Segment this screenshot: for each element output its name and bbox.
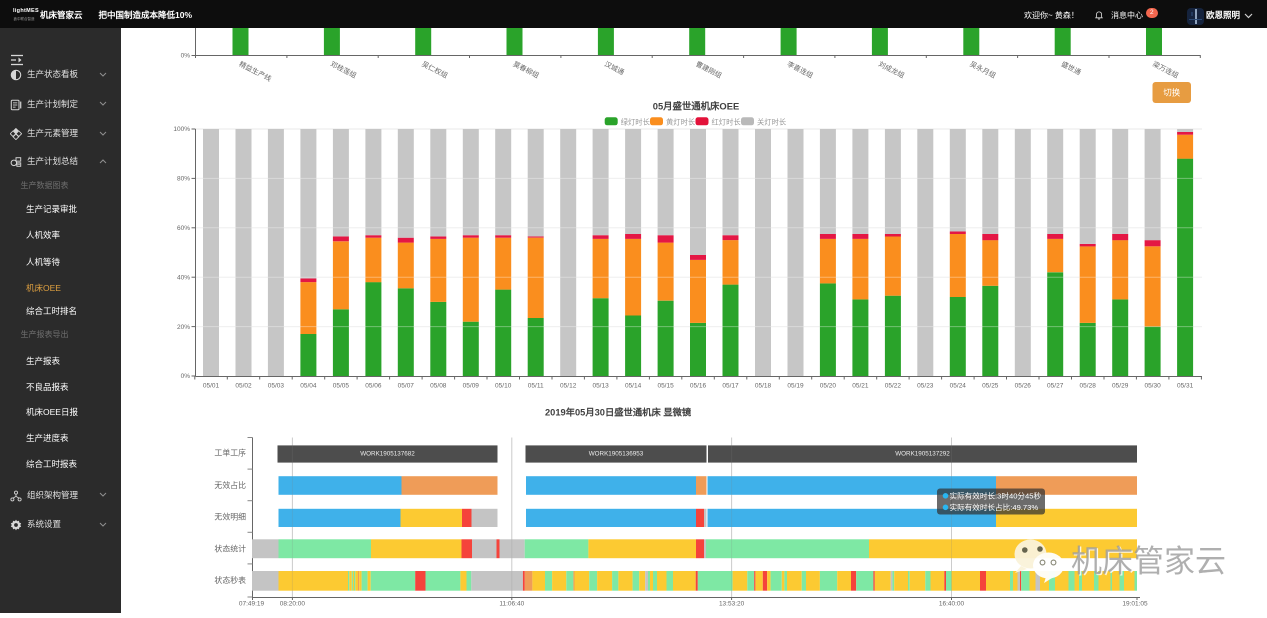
svg-text:05/09: 05/09 bbox=[463, 382, 480, 389]
svg-text:吴仁权组: 吴仁权组 bbox=[420, 59, 449, 80]
svg-text:05/25: 05/25 bbox=[982, 382, 999, 389]
svg-text:WORK1905137682: WORK1905137682 bbox=[360, 451, 415, 458]
svg-text:WORK1905137292: WORK1905137292 bbox=[895, 451, 950, 458]
svg-text:WORK1905136953: WORK1905136953 bbox=[589, 451, 644, 458]
svg-text:工单工序: 工单工序 bbox=[214, 448, 246, 458]
svg-text:05/18: 05/18 bbox=[755, 382, 772, 389]
svg-text:05/17: 05/17 bbox=[722, 382, 739, 389]
svg-text:16:40:00: 16:40:00 bbox=[939, 601, 965, 608]
svg-text:2019年05月30日盛世通机床 显微镜: 2019年05月30日盛世通机床 显微镜 bbox=[545, 407, 692, 418]
svg-text:状态秒表: 状态秒表 bbox=[214, 575, 246, 585]
svg-text:吴永月组: 吴永月组 bbox=[968, 59, 997, 80]
svg-text:05/22: 05/22 bbox=[885, 382, 902, 389]
svg-text:05/03: 05/03 bbox=[268, 382, 285, 389]
svg-text:05/24: 05/24 bbox=[950, 382, 967, 389]
svg-text:切换: 切换 bbox=[1163, 88, 1181, 98]
svg-text:40%: 40% bbox=[177, 274, 190, 281]
svg-text:05/29: 05/29 bbox=[1112, 382, 1129, 389]
svg-text:05/10: 05/10 bbox=[495, 382, 512, 389]
svg-text:盛世通: 盛世通 bbox=[1060, 59, 1083, 77]
svg-text:13:53:20: 13:53:20 bbox=[719, 601, 745, 608]
svg-text:100%: 100% bbox=[173, 126, 190, 133]
svg-text:05/27: 05/27 bbox=[1047, 382, 1064, 389]
svg-text:状态统计: 状态统计 bbox=[214, 543, 246, 553]
svg-text:05/07: 05/07 bbox=[398, 382, 415, 389]
svg-text:80%: 80% bbox=[177, 176, 190, 183]
svg-text:05/11: 05/11 bbox=[528, 382, 544, 389]
svg-text:实际有效时长占比:49.73%: 实际有效时长占比:49.73% bbox=[950, 502, 1039, 512]
svg-text:07:49:19: 07:49:19 bbox=[239, 601, 265, 608]
svg-text:08:20:00: 08:20:00 bbox=[280, 601, 306, 608]
svg-text:黄灯时长: 黄灯时长 bbox=[666, 117, 696, 126]
svg-text:梁万连组: 梁万连组 bbox=[1151, 59, 1180, 80]
svg-text:05月盛世通机床OEE: 05月盛世通机床OEE bbox=[653, 101, 739, 112]
svg-text:05/06: 05/06 bbox=[365, 382, 382, 389]
svg-text:05/30: 05/30 bbox=[1144, 382, 1161, 389]
svg-text:0%: 0% bbox=[181, 373, 191, 380]
svg-text:05/12: 05/12 bbox=[560, 382, 577, 389]
svg-text:实际有效时长:3时40分45秒: 实际有效时长:3时40分45秒 bbox=[950, 491, 1042, 501]
svg-text:精益生产线: 精益生产线 bbox=[238, 59, 273, 83]
svg-text:无效明细: 无效明细 bbox=[214, 512, 246, 522]
svg-text:05/16: 05/16 bbox=[690, 382, 707, 389]
svg-text:曹建刚组: 曹建刚组 bbox=[694, 59, 723, 80]
svg-text:无效占比: 无效占比 bbox=[214, 480, 246, 490]
svg-text:20%: 20% bbox=[177, 324, 190, 331]
svg-text:机床管家云: 机床管家云 bbox=[1071, 544, 1226, 579]
svg-text:05/20: 05/20 bbox=[820, 382, 837, 389]
svg-text:莫春柳组: 莫春柳组 bbox=[512, 59, 541, 80]
svg-text:05/02: 05/02 bbox=[235, 382, 252, 389]
svg-text:机床管家云: 机床管家云 bbox=[1072, 545, 1227, 580]
svg-text:05/28: 05/28 bbox=[1080, 382, 1097, 389]
svg-text:05/05: 05/05 bbox=[333, 382, 350, 389]
svg-text:绿灯时长: 绿灯时长 bbox=[621, 117, 651, 126]
svg-text:05/15: 05/15 bbox=[657, 382, 674, 389]
svg-text:05/26: 05/26 bbox=[1015, 382, 1032, 389]
svg-text:05/31: 05/31 bbox=[1177, 382, 1194, 389]
svg-text:05/19: 05/19 bbox=[787, 382, 804, 389]
svg-text:红灯时长: 红灯时长 bbox=[712, 117, 742, 126]
svg-text:60%: 60% bbox=[177, 225, 190, 232]
svg-text:05/04: 05/04 bbox=[300, 382, 317, 389]
svg-text:05/23: 05/23 bbox=[917, 382, 934, 389]
svg-text:邓桂莲组: 邓桂莲组 bbox=[329, 59, 358, 80]
svg-text:19:01:05: 19:01:05 bbox=[1122, 601, 1148, 608]
svg-text:0%: 0% bbox=[181, 53, 191, 60]
svg-text:关灯时长: 关灯时长 bbox=[757, 117, 787, 126]
svg-text:05/01: 05/01 bbox=[203, 382, 220, 389]
svg-text:05/14: 05/14 bbox=[625, 382, 642, 389]
svg-text:05/08: 05/08 bbox=[430, 382, 447, 389]
svg-text:05/21: 05/21 bbox=[852, 382, 869, 389]
svg-text:刘成龙组: 刘成龙组 bbox=[877, 59, 906, 80]
svg-text:李喜连组: 李喜连组 bbox=[786, 59, 815, 80]
svg-text:05/13: 05/13 bbox=[592, 382, 609, 389]
svg-text:汉城通: 汉城通 bbox=[603, 59, 626, 77]
svg-text:11:06:40: 11:06:40 bbox=[499, 601, 524, 608]
